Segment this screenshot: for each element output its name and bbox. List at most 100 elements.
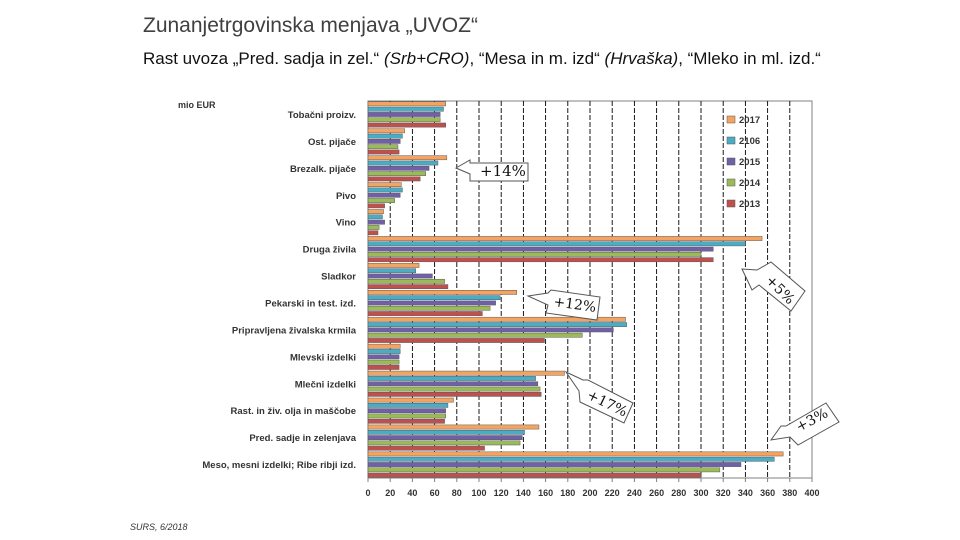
bar: [367, 273, 433, 279]
legend-swatch: [726, 115, 736, 124]
bar: [367, 338, 545, 343]
legend-label: 2015: [739, 157, 761, 168]
bar: [367, 354, 400, 360]
bar: [367, 440, 521, 446]
legend-label: 2106: [739, 136, 760, 147]
x-tick-label: 140: [516, 488, 531, 498]
x-tick-label: 220: [605, 488, 620, 498]
bar: [367, 332, 583, 338]
bar: [367, 225, 380, 230]
legend-label: 2013: [739, 199, 760, 210]
callout-arrow: [769, 402, 840, 446]
bar: [367, 117, 441, 123]
bar: [367, 192, 401, 198]
x-tick-label: 120: [494, 488, 509, 498]
category-label: Pred. sadje in zelenjava: [249, 433, 356, 444]
bar: [367, 467, 721, 473]
bar: [367, 413, 446, 419]
x-tick-label: 260: [649, 488, 664, 498]
category-label: Tobačni proizv.: [288, 110, 356, 121]
category-label: Druga živila: [303, 245, 357, 256]
unit-label: mio EUR: [178, 100, 216, 110]
bar: [367, 349, 401, 354]
callout-arrow: [564, 370, 634, 424]
legend-label: 2014: [739, 178, 761, 189]
legend-swatch: [726, 178, 736, 187]
page-title: Zunanjetrgovinska menjava „UVOZ“: [143, 14, 478, 37]
bar: [367, 403, 449, 408]
x-tick-label: 240: [627, 488, 642, 498]
category-label: Ost. pijače: [308, 137, 356, 148]
bar: [367, 155, 448, 161]
bar: [367, 144, 399, 150]
bar: [367, 241, 746, 247]
category-label: Pekarski in test. izd.: [265, 298, 356, 309]
annotation-label: +14%: [480, 162, 526, 180]
x-tick-label: 400: [804, 488, 819, 498]
x-tick-label: 0: [365, 488, 370, 498]
bar: [367, 290, 517, 295]
subtitle-middle: , “Mesa in m. izd“: [469, 49, 605, 68]
x-tick-label: 300: [693, 488, 708, 498]
bar: [367, 359, 400, 365]
bar: [367, 424, 540, 430]
subtitle-note-1: (Srb+CRO): [383, 49, 470, 68]
x-tick-label: 200: [582, 488, 597, 498]
bar: [367, 176, 421, 182]
bar: [367, 128, 405, 134]
bar: [367, 284, 449, 289]
bar: [367, 263, 420, 268]
bar: [367, 203, 385, 209]
bar: [367, 160, 439, 166]
bar: [367, 149, 400, 155]
subtitle-suffix: , “Mleko in ml. izd.“: [678, 49, 821, 68]
bar: [367, 268, 416, 274]
category-label: Mlevski izdelki: [290, 352, 356, 363]
category-label: Pripravljena živalska krmila: [232, 325, 357, 336]
bar: [367, 182, 402, 188]
annotation-label: +12%: [552, 294, 597, 316]
bar: [367, 472, 702, 478]
x-tick-label: 100: [471, 488, 486, 498]
bar: [367, 370, 565, 376]
bar: [367, 445, 485, 451]
x-tick-label: 360: [760, 488, 775, 498]
x-tick-label: 160: [538, 488, 553, 498]
bar: [367, 435, 523, 440]
category-label: Brezalk. pijače: [290, 164, 356, 175]
bar: [367, 327, 614, 333]
category-label: Vino: [336, 218, 357, 229]
x-tick-label: 80: [452, 488, 462, 498]
subtitle-prefix: Rast uvoza „Pred. sadja in zel.“: [143, 49, 384, 68]
source-note: SURS, 6/2018: [130, 522, 188, 532]
bar: [367, 392, 542, 397]
bar: [367, 214, 383, 220]
category-label: Meso, mesni izdelki; Ribe ribji izd.: [202, 460, 356, 471]
bar: [367, 408, 446, 414]
bar: [367, 106, 444, 112]
callout-arrow: [454, 159, 529, 182]
x-tick-label: 20: [385, 488, 395, 498]
bar: [367, 236, 763, 241]
bar: [367, 376, 536, 381]
legend-label: 2017: [739, 115, 760, 126]
x-tick-label: 40: [407, 488, 417, 498]
category-label: Sladkor: [321, 272, 356, 283]
bar: [367, 418, 445, 424]
bar: [367, 386, 541, 392]
callout-arrow: [526, 289, 601, 321]
bar: [367, 381, 539, 387]
bar: [367, 198, 395, 203]
bar: [367, 112, 441, 117]
bar: [367, 322, 627, 327]
bar: [367, 187, 403, 193]
bar: [367, 252, 702, 257]
legend-swatch: [726, 157, 736, 166]
bar: [367, 278, 445, 284]
x-tick-label: 60: [430, 488, 440, 498]
bar: [367, 365, 400, 370]
bar: [367, 139, 401, 144]
x-tick-label: 180: [560, 488, 575, 498]
bar: [367, 219, 385, 225]
